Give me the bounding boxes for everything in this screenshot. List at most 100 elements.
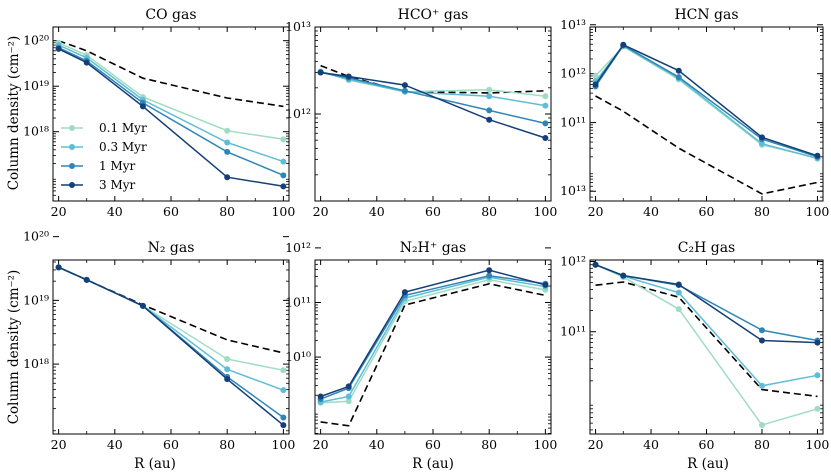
data-point: [345, 393, 352, 400]
x-tick-label: 100: [806, 437, 830, 452]
ylabel-bottom: Column density (cm⁻²): [6, 270, 22, 425]
x-tick-label: 40: [369, 204, 385, 219]
data-point: [224, 174, 231, 181]
data-point: [139, 302, 146, 309]
data-point: [675, 281, 682, 288]
data-point: [592, 261, 599, 268]
data-point: [55, 45, 62, 52]
data-point: [83, 276, 90, 283]
panel-title: CO gas: [145, 7, 196, 23]
panel-title: C₂H gas: [678, 240, 735, 256]
panel-title: N₂H⁺ gas: [400, 240, 466, 256]
data-point: [542, 281, 549, 288]
data-point: [486, 272, 493, 279]
x-tick-label: 80: [481, 204, 497, 219]
data-point: [620, 272, 627, 279]
data-point: [758, 382, 765, 389]
data-point: [224, 139, 231, 146]
legend-label: 0.3 Myr: [99, 140, 147, 154]
data-point: [542, 120, 549, 127]
reference-line: [58, 266, 284, 354]
x-tick-label: 80: [219, 437, 235, 452]
legend-label: 1 Myr: [99, 159, 136, 173]
series-line: [58, 44, 284, 163]
reference-line: [595, 95, 818, 195]
y-tick-label: 10¹²: [285, 106, 311, 121]
data-point: [317, 69, 324, 76]
y-tick-label: 10²⁰: [23, 33, 49, 48]
data-point: [675, 306, 682, 313]
data-point: [814, 372, 821, 379]
legend-label: 3 Myr: [99, 178, 136, 192]
x-tick-label: 60: [699, 437, 715, 452]
series-line: [595, 264, 818, 426]
axes-frame: [52, 259, 290, 435]
y-tick-label: 10¹⁹: [23, 292, 49, 307]
y-tick-label: 10¹²: [560, 66, 586, 81]
y-tick-label: 10¹⁰: [285, 349, 311, 364]
legend-marker: [69, 144, 75, 150]
panel-1: CO gas 20 40 60 80 100 10¹⁸ 10¹⁹ 10²⁰ 10²¹ 0.1 Myr…: [23, 0, 295, 219]
panel-title: HCN gas: [674, 7, 738, 23]
data-point: [280, 158, 287, 165]
x-tick-label: 100: [533, 437, 557, 452]
reference-line: [58, 39, 284, 108]
data-point: [592, 72, 599, 79]
x-tick-label: 80: [754, 437, 770, 452]
panel-4: N₂ gas 20 40 60 80 100 10¹⁸ 10¹⁹ 10²⁰: [23, 229, 295, 452]
xlabel-right: R (au): [687, 456, 729, 472]
data-point: [486, 116, 493, 123]
xlabel-left: R (au): [134, 456, 176, 472]
legend-marker: [69, 163, 75, 169]
x-tick-label: 100: [271, 437, 295, 452]
legend: 0.1 Myr 0.3 Myr 1 Myr 3 Myr: [61, 121, 147, 192]
data-point: [280, 387, 287, 394]
y-tick-label: 10¹¹: [560, 115, 586, 130]
data-point: [592, 81, 599, 88]
x-tick-label: 80: [754, 204, 770, 219]
x-tick-label: 20: [588, 204, 604, 219]
data-point: [280, 422, 287, 429]
data-point: [224, 376, 231, 383]
x-tick-label: 20: [313, 437, 329, 452]
data-point: [224, 366, 231, 373]
data-point: [675, 67, 682, 74]
xlabel-middle: R (au): [412, 456, 454, 472]
x-tick-label: 60: [699, 204, 715, 219]
legend-marker: [69, 182, 75, 188]
panel-2: HCO⁺ gas2040608010010¹²10¹³10¹⁴: [285, 7, 557, 219]
y-tick-label: 10²¹: [23, 0, 49, 2]
data-point: [345, 73, 352, 80]
series-line: [320, 276, 546, 403]
x-tick-label: 40: [643, 204, 659, 219]
data-point: [280, 367, 287, 374]
panel-title: N₂ gas: [148, 240, 195, 256]
x-tick-label: 20: [51, 204, 67, 219]
data-point: [758, 327, 765, 334]
x-tick-label: 20: [588, 437, 604, 452]
y-tick-label: 10¹²: [285, 240, 311, 255]
series-line: [594, 45, 818, 159]
x-tick-label: 100: [806, 204, 830, 219]
x-tick-label: 60: [425, 437, 441, 452]
data-point: [55, 264, 62, 271]
data-point: [280, 183, 287, 190]
series-line: [595, 264, 818, 344]
x-tick-label: 60: [425, 204, 441, 219]
data-point: [675, 289, 682, 296]
x-tick-label: 80: [219, 204, 235, 219]
data-point: [542, 93, 549, 100]
data-point: [224, 127, 231, 134]
data-point: [401, 87, 408, 94]
data-point: [139, 103, 146, 110]
ylabel-top: Column density (cm⁻²): [6, 36, 22, 191]
data-point: [758, 422, 765, 429]
data-point: [401, 82, 408, 89]
data-point: [814, 339, 821, 346]
x-tick-label: 100: [271, 204, 295, 219]
data-point: [620, 41, 627, 48]
series-line: [320, 71, 546, 139]
data-point: [542, 102, 549, 109]
data-point: [345, 383, 352, 390]
panel-3: HCN gas 20 40 60 80 100 10¹¹ 10¹² 10¹³: [560, 7, 829, 219]
